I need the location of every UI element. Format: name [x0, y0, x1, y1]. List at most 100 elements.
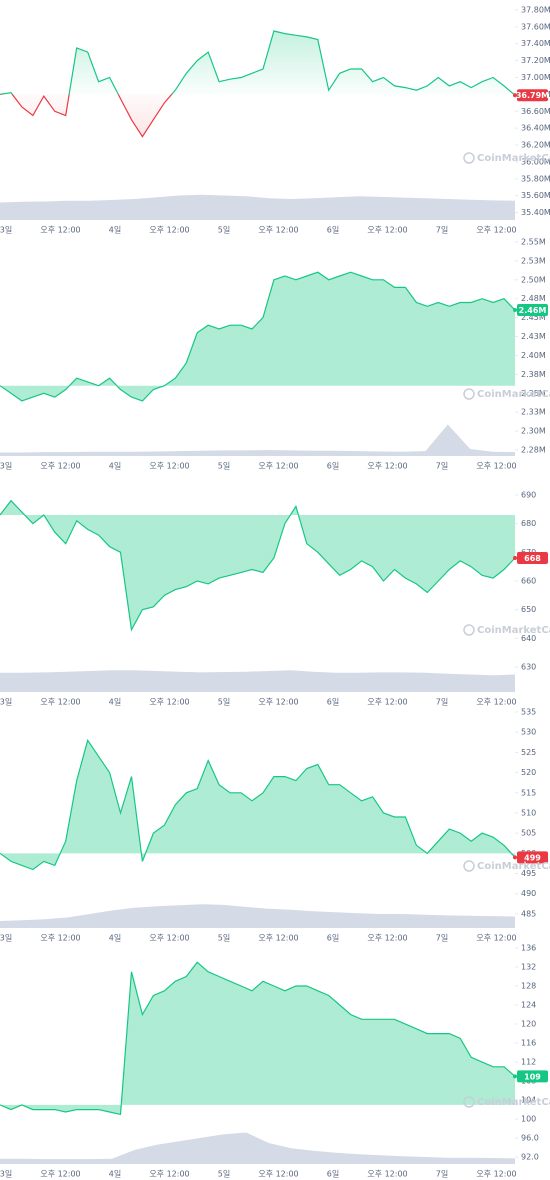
x-tick-label: 3일 — [0, 698, 12, 707]
area-fill — [0, 500, 515, 630]
x-tick-label: 오후 12:00 — [258, 226, 298, 235]
last-point — [513, 855, 517, 860]
x-tick-label: 6일 — [327, 934, 339, 943]
y-tick-label: 2.48M — [521, 294, 546, 303]
x-tick-label: 3일 — [0, 1170, 12, 1179]
x-tick-label: 6일 — [327, 226, 339, 235]
x-tick-label: 5일 — [218, 698, 230, 707]
x-tick-label: 7일 — [436, 934, 448, 943]
y-tick-label: 36.60M — [521, 107, 550, 116]
x-tick-label: 오후 12:00 — [476, 1170, 516, 1179]
last-point — [513, 93, 517, 98]
price-badge — [517, 89, 548, 102]
y-tick-label: 2.40M — [521, 351, 546, 360]
y-tick-label: 2.38M — [521, 370, 546, 379]
y-tick-label: 112 — [521, 1058, 536, 1067]
y-tick-label: 660 — [521, 576, 536, 585]
x-tick-label: 오후 12:00 — [40, 226, 80, 235]
y-tick-label: 35.40M — [521, 208, 550, 217]
x-tick-label: 3일 — [0, 934, 12, 943]
x-tick-label: 오후 12:00 — [367, 226, 407, 235]
y-tick-label: 2.30M — [521, 427, 546, 436]
x-tick-label: 오후 12:00 — [40, 934, 80, 943]
x-tick-label: 7일 — [436, 698, 448, 707]
y-tick-label: 520 — [521, 768, 536, 777]
y-tick-label: 485 — [521, 909, 536, 918]
x-tick-label: 오후 12:00 — [258, 934, 298, 943]
chart-panel: 37.80M37.60M37.40M37.20M37.00M36.80M36.6… — [0, 5, 550, 235]
x-tick-label: 오후 12:00 — [476, 462, 516, 471]
volume-area — [0, 1132, 515, 1164]
watermark: CoinMarketCap — [477, 1097, 550, 1108]
volume-area — [0, 670, 515, 692]
price-badge-label: 109 — [524, 1072, 541, 1081]
y-tick-label: 124 — [521, 1001, 536, 1010]
y-tick-label: 490 — [521, 889, 536, 898]
area-fill — [0, 962, 515, 1115]
y-tick-label: 530 — [521, 728, 536, 737]
x-tick-label: 오후 12:00 — [367, 1170, 407, 1179]
x-tick-label: 오후 12:00 — [40, 698, 80, 707]
x-tick-label: 4일 — [109, 462, 121, 471]
y-tick-label: 495 — [521, 869, 536, 878]
watermark: CoinMarketCap — [477, 861, 550, 872]
y-tick-label: 35.80M — [521, 174, 550, 183]
x-tick-label: 6일 — [327, 1170, 339, 1179]
y-tick-label: 128 — [521, 982, 536, 991]
y-tick-label: 136 — [521, 944, 536, 953]
x-tick-label: 5일 — [218, 934, 230, 943]
x-tick-label: 6일 — [327, 462, 339, 471]
x-tick-label: 오후 12:00 — [149, 226, 189, 235]
x-tick-label: 4일 — [109, 1170, 121, 1179]
watermark-icon — [463, 388, 475, 400]
price-line — [0, 30, 516, 138]
watermark: CoinMarketCap — [477, 625, 550, 636]
volume-area — [0, 194, 515, 220]
x-tick-label: 오후 12:00 — [149, 462, 189, 471]
y-tick-label: 36.40M — [521, 124, 550, 133]
y-tick-label: 37.80M — [521, 5, 550, 14]
y-tick-label: 630 — [521, 663, 536, 672]
y-tick-label: 120 — [521, 1020, 536, 1029]
y-tick-label: 35.60M — [521, 191, 550, 200]
x-tick-label: 오후 12:00 — [476, 226, 516, 235]
chart-panel: 690680670660650640630668CoinMarketCap3일오… — [0, 490, 550, 707]
x-tick-label: 오후 12:00 — [40, 462, 80, 471]
y-tick-label: 535 — [521, 708, 536, 717]
y-tick-label: 2.28M — [521, 446, 546, 455]
y-tick-label: 37.60M — [521, 22, 550, 31]
y-tick-label: 2.35M — [521, 389, 546, 398]
price-badge-label: 36.79M — [516, 91, 549, 100]
y-tick-label: 690 — [521, 490, 536, 499]
watermark: CoinMarketCap — [477, 389, 550, 400]
x-tick-label: 4일 — [109, 698, 121, 707]
x-tick-label: 5일 — [218, 462, 230, 471]
x-tick-label: 3일 — [0, 226, 12, 235]
x-tick-label: 7일 — [436, 1170, 448, 1179]
volume-area — [0, 424, 515, 456]
x-tick-label: 6일 — [327, 698, 339, 707]
x-tick-label: 오후 12:00 — [149, 934, 189, 943]
y-tick-label: 2.45M — [521, 313, 546, 322]
watermark: CoinMarketCap — [477, 153, 550, 164]
volume-area — [0, 904, 515, 928]
watermark-icon — [463, 860, 475, 872]
y-tick-label: 116 — [521, 1039, 536, 1048]
watermark-icon — [463, 1096, 475, 1108]
x-tick-label: 오후 12:00 — [40, 1170, 80, 1179]
x-tick-label: 오후 12:00 — [367, 934, 407, 943]
y-tick-label: 132 — [521, 963, 536, 972]
price-badge-label: 499 — [524, 853, 541, 862]
y-tick-label: 680 — [521, 519, 536, 528]
x-tick-label: 오후 12:00 — [149, 1170, 189, 1179]
y-tick-label: 37.40M — [521, 39, 550, 48]
chart-panel: 13613212812412011611210810410096.092.010… — [0, 944, 550, 1179]
y-tick-label: 525 — [521, 748, 536, 757]
x-tick-label: 오후 12:00 — [476, 934, 516, 943]
y-tick-label: 2.43M — [521, 332, 546, 341]
y-tick-label: 2.33M — [521, 408, 546, 417]
x-tick-label: 3일 — [0, 462, 12, 471]
price-badge-label: 2.46M — [519, 306, 547, 315]
y-tick-label: 104 — [521, 1096, 536, 1105]
